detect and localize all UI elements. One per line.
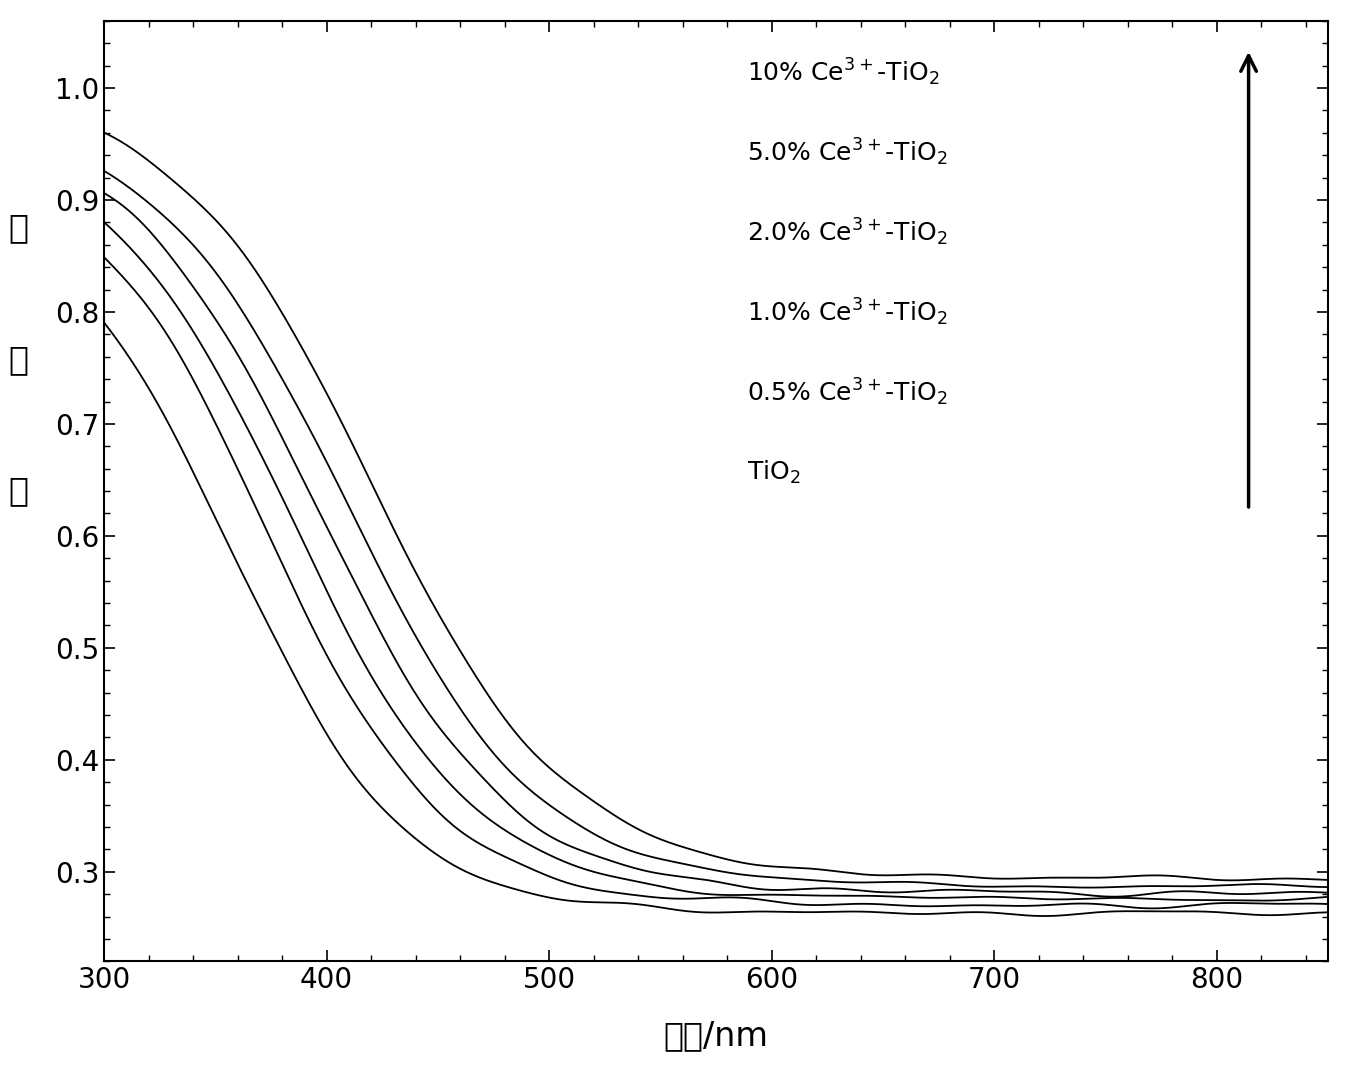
Text: 10% Ce$^{3+}$-TiO$_2$: 10% Ce$^{3+}$-TiO$_2$ [747,57,939,88]
Text: 2.0% Ce$^{3+}$-TiO$_2$: 2.0% Ce$^{3+}$-TiO$_2$ [747,217,947,248]
Text: 0.5% Ce$^{3+}$-TiO$_2$: 0.5% Ce$^{3+}$-TiO$_2$ [747,377,947,408]
Text: 1.0% Ce$^{3+}$-TiO$_2$: 1.0% Ce$^{3+}$-TiO$_2$ [747,296,947,328]
X-axis label: 波长/nm: 波长/nm [664,1019,769,1053]
Text: 5.0% Ce$^{3+}$-TiO$_2$: 5.0% Ce$^{3+}$-TiO$_2$ [747,136,947,168]
Text: 光: 光 [8,343,28,376]
Text: 吸: 吸 [8,211,28,245]
Text: TiO$_2$: TiO$_2$ [747,458,800,486]
Text: 度: 度 [8,474,28,508]
